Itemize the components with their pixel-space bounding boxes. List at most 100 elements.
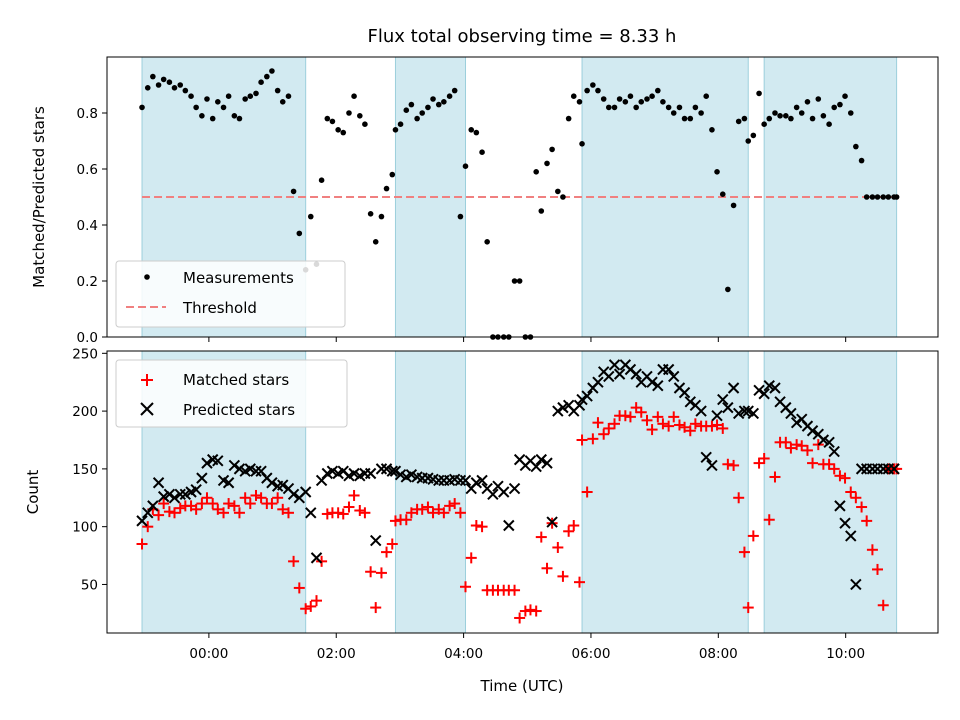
measurement-point — [397, 121, 404, 127]
matched-star-point — [400, 514, 412, 526]
matched-star-point — [190, 503, 202, 515]
measurement-point — [725, 286, 731, 293]
matched-star-point — [255, 492, 267, 504]
measurement-point — [446, 93, 453, 99]
measurement-point — [435, 101, 442, 108]
predicted-star-point — [722, 401, 734, 414]
measurement-point — [225, 93, 232, 99]
matched-star-point — [581, 486, 593, 498]
matched-star-point — [598, 428, 610, 440]
matched-star-point — [796, 440, 808, 452]
predicted-star-point — [678, 386, 691, 399]
predicted-star-point — [839, 517, 851, 529]
matched-star-point — [568, 520, 580, 532]
y-tick-label-0: 50 — [81, 577, 98, 593]
matched-star-point — [438, 507, 450, 519]
predicted-star-point — [753, 384, 765, 397]
measurement-point — [660, 99, 666, 105]
measurement-point — [199, 113, 205, 119]
observing-window-3 — [581, 350, 749, 634]
predicted-star-point — [727, 382, 740, 394]
measurement-point — [215, 99, 221, 105]
predicted-star-point — [152, 477, 165, 489]
matched-star-point — [168, 507, 180, 519]
predicted-star-point — [668, 370, 680, 383]
matched-star-point — [228, 500, 240, 512]
measurement-point — [633, 104, 639, 111]
legend-label-matched: Matched stars — [183, 371, 289, 389]
matched-star-point — [684, 425, 696, 437]
measurement-point — [703, 93, 710, 99]
matched-star-point — [465, 552, 477, 564]
predicted-star-point — [652, 379, 664, 392]
measurement-point — [809, 115, 816, 122]
measurement-point — [627, 93, 634, 99]
chart-title: Flux total observing time = 8.33 h — [368, 26, 677, 47]
predicted-star-point — [769, 382, 781, 394]
measurement-point — [139, 104, 145, 111]
measurement-point — [538, 208, 545, 214]
predicted-star-point — [476, 474, 488, 487]
matched-star-point — [454, 507, 466, 519]
measurement-point — [730, 202, 737, 209]
legend-box-bottom — [115, 359, 348, 428]
measurement-point — [403, 107, 410, 113]
measurement-point — [533, 169, 539, 175]
measurement-point — [389, 171, 396, 178]
measurement-point — [516, 278, 523, 284]
predicted-star-point — [608, 359, 621, 371]
matched-star-point — [576, 434, 588, 446]
y-tick-label-0: 0.0 — [77, 330, 98, 346]
predicted-star-point — [287, 488, 300, 501]
matched-star-point — [449, 498, 461, 510]
measurement-point — [318, 177, 325, 183]
matched-star-point — [321, 508, 333, 520]
legend-label-predicted: Predicted stars — [183, 401, 295, 419]
matched-star-point — [218, 507, 230, 519]
predicted-star-point — [747, 407, 760, 420]
measurement-point — [750, 132, 757, 139]
measurement-point — [242, 96, 248, 102]
matched-star-point — [856, 501, 868, 513]
matched-star-point — [337, 508, 349, 520]
observing-window-4 — [763, 350, 898, 634]
measurement-point — [670, 110, 677, 116]
measurement-point — [236, 115, 243, 122]
matched-star-point — [365, 566, 377, 578]
matched-star-point — [845, 486, 857, 498]
y-tick-label-3: 0.6 — [77, 162, 98, 178]
measurement-point — [188, 93, 194, 99]
predicted-star-point — [866, 463, 879, 475]
matched-star-point — [652, 411, 664, 423]
measurement-point — [144, 85, 151, 91]
measurement-point — [644, 96, 650, 102]
y-tick-label-2: 150 — [72, 462, 98, 478]
measurement-point — [274, 87, 281, 94]
y-tick-label-3: 200 — [72, 404, 98, 420]
measurement-point — [544, 160, 550, 167]
predicted-star-point — [581, 390, 593, 402]
measurement-point — [595, 87, 601, 94]
matched-star-point — [207, 498, 219, 510]
measurement-point — [324, 115, 331, 122]
y-axis-ticks-top: 0.0 0.2 0.4 0.6 0.8 — [77, 106, 107, 346]
predicted-star-point — [310, 552, 323, 564]
measurement-point — [853, 143, 859, 150]
predicted-star-point — [877, 463, 889, 475]
measurement-point — [649, 93, 655, 99]
matched-star-point — [233, 507, 245, 519]
matched-star-point — [509, 584, 521, 596]
x-tick-label-1: 02:00 — [317, 646, 356, 662]
measurement-point — [231, 113, 238, 119]
predicted-star-point — [375, 463, 388, 475]
matched-star-point — [223, 498, 235, 510]
matched-star-point — [300, 603, 312, 615]
matched-star-point — [444, 500, 456, 512]
measurement-point — [479, 149, 485, 155]
matched-star-point — [733, 492, 745, 504]
predicted-star-point — [711, 410, 723, 422]
predicted-star-point — [662, 363, 675, 376]
matched-star-point — [389, 515, 401, 527]
measurement-point — [372, 239, 379, 245]
